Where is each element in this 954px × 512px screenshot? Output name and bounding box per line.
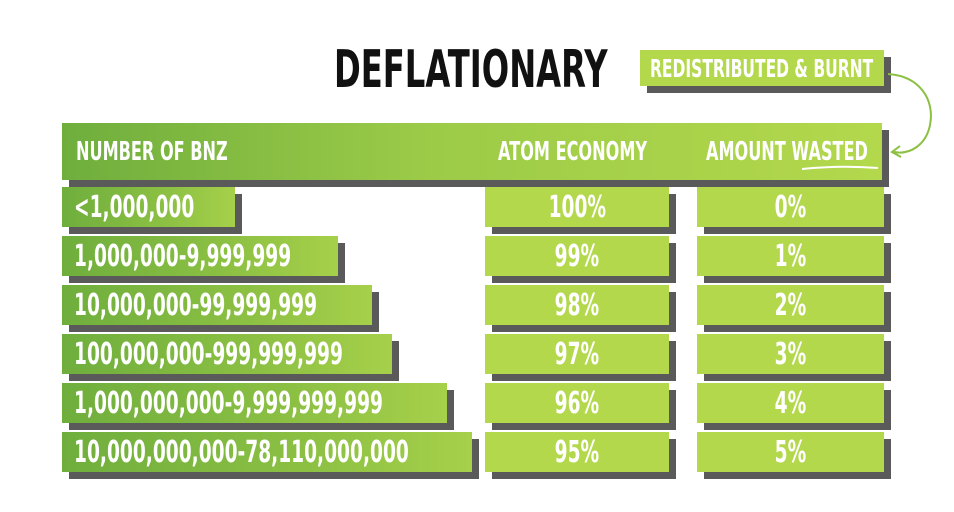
title-text: DEFLATIONARY: [334, 40, 608, 100]
table-row-range: 1,000,000-9,999,999: [62, 236, 338, 276]
table-header: NUMBER OF BNZ ATOM ECONOMY AMOUNT WASTED: [62, 123, 882, 180]
page-title: DEFLATIONARY: [334, 40, 608, 100]
table-row-range: 1,000,000,000-9,999,999,999: [62, 383, 447, 423]
table-row-range: 100,000,000-999,999,999: [62, 334, 392, 374]
header-amount-wasted: AMOUNT WASTED: [706, 136, 868, 167]
amount-wasted-cell: 0%: [697, 187, 884, 227]
amount-wasted-cell: 5%: [697, 432, 884, 472]
table-row-range: 10,000,000,000-78,110,000,000: [62, 432, 472, 472]
curved-arrow-icon: [887, 73, 932, 158]
redistributed-burnt-tag: REDISTRIBUTED & BURNT: [640, 50, 884, 86]
atom-economy-cell: 99%: [485, 236, 669, 276]
tag-label: REDISTRIBUTED & BURNT: [650, 53, 874, 83]
amount-wasted-cell: 2%: [697, 285, 884, 325]
table-row-range: <1,000,000: [62, 187, 235, 227]
atom-economy-cell: 97%: [485, 334, 669, 374]
atom-economy-cell: 100%: [485, 187, 669, 227]
atom-economy-cell: 96%: [485, 383, 669, 423]
header-atom-economy: ATOM ECONOMY: [498, 136, 648, 167]
amount-wasted-cell: 3%: [697, 334, 884, 374]
table-row-range: 10,000,000-99,999,999: [62, 285, 372, 325]
wasted-underline-icon: [801, 165, 879, 170]
atom-economy-cell: 98%: [485, 285, 669, 325]
header-number-of-bnz: NUMBER OF BNZ: [76, 136, 228, 167]
amount-wasted-cell: 1%: [697, 236, 884, 276]
amount-wasted-cell: 4%: [697, 383, 884, 423]
atom-economy-cell: 95%: [485, 432, 669, 472]
